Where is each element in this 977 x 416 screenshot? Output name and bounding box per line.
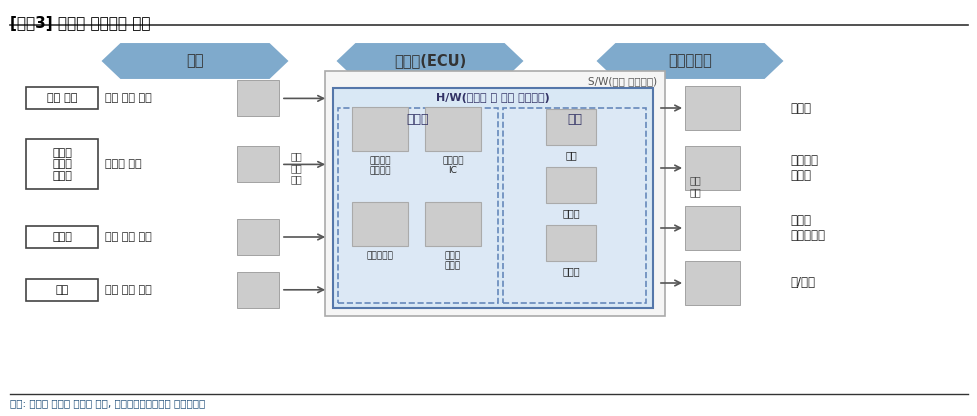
Text: 액츄에이터: 액츄에이터 bbox=[667, 54, 711, 69]
Text: 충돌 감지 센서: 충돌 감지 센서 bbox=[105, 232, 151, 242]
FancyBboxPatch shape bbox=[324, 71, 664, 316]
FancyBboxPatch shape bbox=[545, 225, 595, 261]
FancyBboxPatch shape bbox=[684, 86, 740, 130]
Text: 팬/히터: 팬/히터 bbox=[789, 277, 814, 290]
Text: 외부
신호
감지: 외부 신호 감지 bbox=[290, 151, 302, 185]
Text: 자료: 현기차 시스템 반도체 포럼, 골든브릿지투자증권 리서치센터: 자료: 현기차 시스템 반도체 포럼, 골든브릿지투자증권 리서치센터 bbox=[10, 398, 205, 408]
FancyBboxPatch shape bbox=[545, 167, 595, 203]
Text: 공조: 공조 bbox=[56, 285, 68, 295]
Text: 콘덴서: 콘덴서 bbox=[562, 208, 579, 218]
Text: 에어백
인플레이터: 에어백 인플레이터 bbox=[789, 214, 825, 242]
Text: 제어기(ECU): 제어기(ECU) bbox=[394, 54, 466, 69]
FancyBboxPatch shape bbox=[352, 202, 407, 246]
Text: 브레이크
부스터: 브레이크 부스터 bbox=[789, 154, 817, 182]
Text: S/W(제어 알고리즘): S/W(제어 알고리즘) bbox=[587, 76, 657, 86]
Text: H/W(반도체 및 기타 전자부품): H/W(반도체 및 기타 전자부품) bbox=[436, 93, 549, 103]
Text: 외기 온도 센서: 외기 온도 센서 bbox=[105, 285, 151, 295]
Text: 주문형
반도체: 주문형 반도체 bbox=[445, 251, 460, 270]
FancyBboxPatch shape bbox=[684, 261, 740, 305]
FancyBboxPatch shape bbox=[236, 80, 278, 116]
FancyBboxPatch shape bbox=[545, 109, 595, 145]
Text: 레이더 센서: 레이더 센서 bbox=[105, 159, 142, 169]
FancyBboxPatch shape bbox=[352, 107, 407, 151]
FancyBboxPatch shape bbox=[26, 139, 98, 189]
FancyBboxPatch shape bbox=[236, 146, 278, 182]
Text: 센서: 센서 bbox=[186, 54, 203, 69]
FancyBboxPatch shape bbox=[684, 146, 740, 190]
Text: 에어백: 에어백 bbox=[52, 232, 72, 242]
Text: 기타: 기타 bbox=[567, 113, 581, 126]
Text: 엔진 제어: 엔진 제어 bbox=[47, 94, 77, 104]
FancyBboxPatch shape bbox=[26, 226, 98, 248]
FancyBboxPatch shape bbox=[502, 108, 646, 303]
Text: 페달 감지 센서: 페달 감지 센서 bbox=[105, 94, 151, 104]
FancyBboxPatch shape bbox=[26, 87, 98, 109]
FancyBboxPatch shape bbox=[338, 108, 497, 303]
Text: 저항: 저항 bbox=[565, 150, 576, 160]
Text: 반도체: 반도체 bbox=[406, 113, 429, 126]
FancyBboxPatch shape bbox=[26, 279, 98, 301]
Text: 릴레이: 릴레이 bbox=[562, 266, 579, 276]
Text: 디스크리트: 디스크리트 bbox=[366, 251, 393, 260]
Text: 마이크로
컨트롤러: 마이크로 컨트롤러 bbox=[369, 156, 391, 176]
FancyBboxPatch shape bbox=[236, 219, 278, 255]
FancyBboxPatch shape bbox=[332, 88, 653, 308]
Text: 스마트
크루즈
컨트롤: 스마트 크루즈 컨트롤 bbox=[52, 148, 72, 181]
Text: 인젝터: 인젝터 bbox=[789, 102, 810, 114]
FancyBboxPatch shape bbox=[684, 206, 740, 250]
FancyBboxPatch shape bbox=[425, 202, 481, 246]
Polygon shape bbox=[335, 42, 525, 80]
Polygon shape bbox=[100, 42, 290, 80]
Polygon shape bbox=[594, 42, 785, 80]
Text: 제어
명령: 제어 명령 bbox=[689, 175, 701, 197]
Text: 아날로그
IC: 아날로그 IC bbox=[442, 156, 463, 176]
FancyBboxPatch shape bbox=[236, 272, 278, 308]
Text: [그림3] 자동차 전장부품 구성: [그림3] 자동차 전장부품 구성 bbox=[10, 16, 150, 31]
FancyBboxPatch shape bbox=[425, 107, 481, 151]
